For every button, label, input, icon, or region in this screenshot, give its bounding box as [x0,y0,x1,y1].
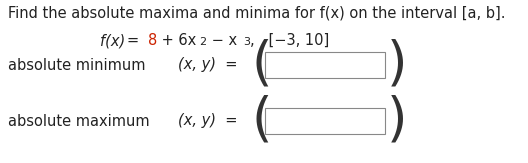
Text: (x, y)  =: (x, y) = [178,113,238,128]
Text: 8: 8 [148,33,157,48]
Bar [265,52,385,78]
Bar [265,108,385,134]
Text: Find the absolute maxima and minima for f(x) on the interval [a, b].: Find the absolute maxima and minima for … [8,6,505,21]
Text: ,   [−3, 10]: , [−3, 10] [250,33,329,48]
Text: =: = [127,33,144,48]
Text: − x: − x [207,33,237,48]
Text: 2: 2 [199,37,206,47]
Text: absolute minimum: absolute minimum [8,58,146,73]
Text: 3: 3 [243,37,250,47]
Text: absolute maximum: absolute maximum [8,113,149,128]
Text: (: ( [251,95,271,147]
Text: ): ) [387,95,408,147]
Text: (: ( [251,39,271,91]
Text: ): ) [387,39,408,91]
Text: + 6x: + 6x [157,33,196,48]
Text: (x, y)  =: (x, y) = [178,58,238,73]
Text: f(x): f(x) [100,33,125,48]
